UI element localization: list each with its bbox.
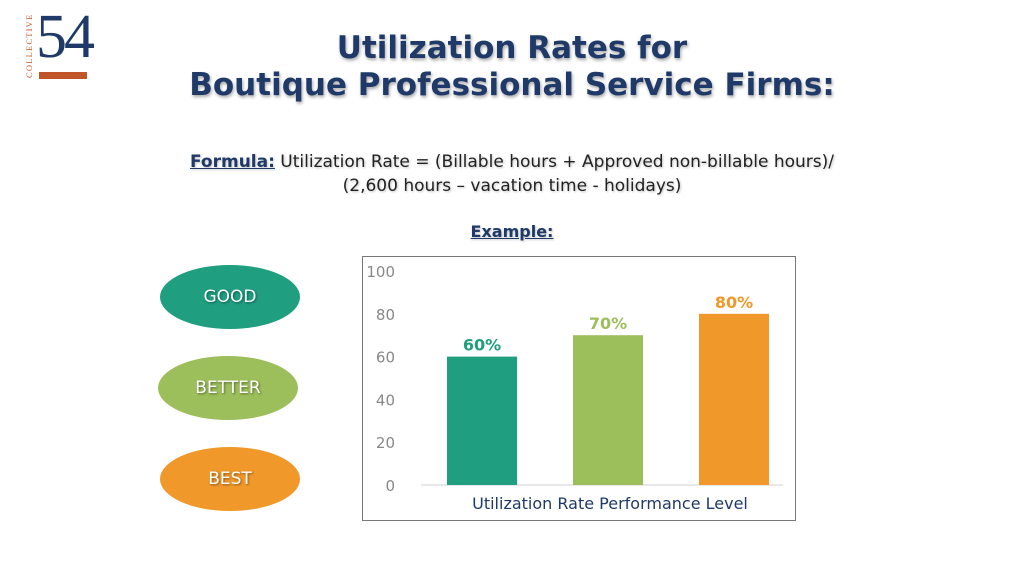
utilization-bar-chart: 0 20 40 60 80 100 60% 70% 80% Utilization Rate Pe…	[362, 256, 796, 521]
x-axis-label: Utilization Rate Performance Level	[472, 494, 748, 513]
page-title-line-2: Boutique Professional Service Firms:	[189, 67, 835, 103]
bar-data-label: 70%	[589, 314, 627, 333]
bar-data-label: 60%	[463, 336, 501, 355]
example-label: Example:	[470, 222, 554, 241]
y-tick-label: 40	[376, 391, 395, 409]
bar-2	[573, 335, 643, 485]
page-title-line-1: Utilization Rates for	[336, 30, 688, 66]
y-tick-label: 100	[366, 263, 395, 281]
y-tick-label: 80	[376, 306, 395, 324]
bar-3	[699, 313, 769, 485]
formula-text-1: Utilization Rate = (Billable hours + App…	[274, 152, 834, 172]
better-level-badge: BETTER	[158, 356, 298, 420]
y-tick-label: 20	[376, 434, 395, 452]
y-tick-label: 60	[376, 349, 395, 367]
logo-number: 54	[36, 3, 95, 71]
bar-data-label: 80%	[715, 293, 753, 312]
best-level-badge: BEST	[160, 447, 300, 511]
chart-canvas: 0 20 40 60 80 100 60% 70% 80% Utilization Rate Pe…	[366, 263, 783, 513]
bar-1	[447, 356, 517, 485]
formula-line-1: Formula: Utilization Rate = (Billable ho…	[0, 150, 1024, 174]
formula-line-2: (2,600 hours – vacation time - holidays)	[342, 176, 682, 196]
good-level-badge: GOOD	[160, 265, 300, 329]
logo-underline	[39, 72, 87, 79]
y-tick-label: 0	[385, 477, 395, 495]
collective-54-logo: COLLECTIVE 54	[22, 6, 95, 82]
formula-label: Formula:	[190, 152, 275, 172]
